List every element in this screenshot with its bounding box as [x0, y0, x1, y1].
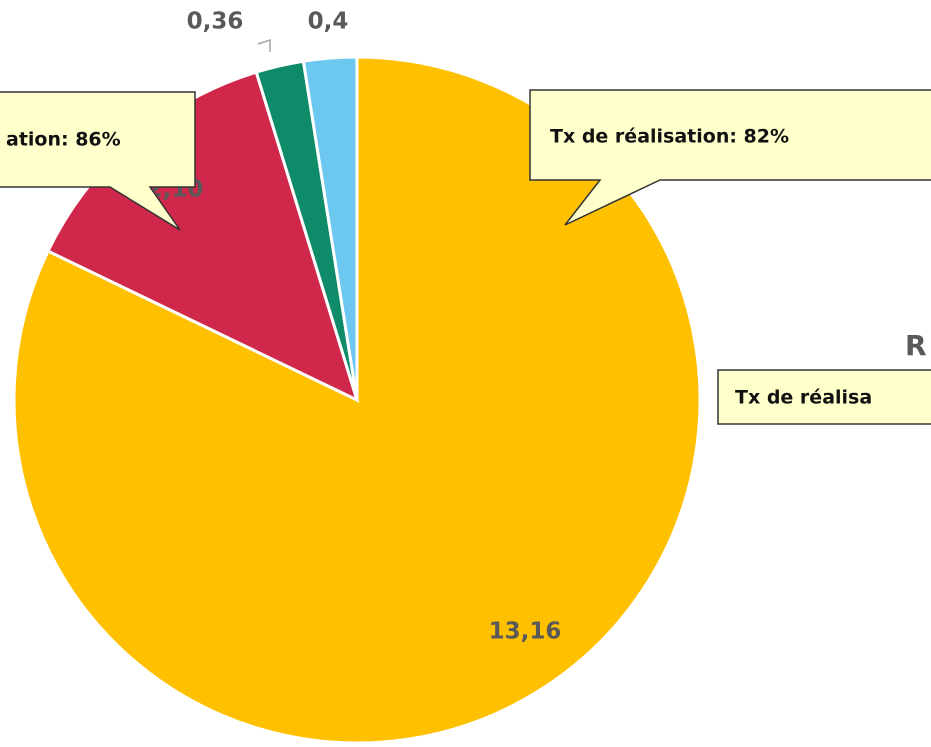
callout — [717, 369, 931, 425]
value-label: 0,4 — [308, 9, 349, 35]
leader-line — [257, 38, 271, 52]
pie — [12, 55, 702, 745]
callout-text: Tx de réalisa — [735, 387, 872, 409]
callout-text: Tx de réalisation: 82% — [550, 126, 789, 148]
value-label: 13,16 — [489, 619, 562, 645]
value-label: 0,36 — [187, 9, 244, 35]
pie-slice — [301, 55, 359, 401]
partial-title: R — [905, 329, 927, 362]
callout — [529, 89, 931, 226]
callout-text: ation: 86% — [6, 129, 121, 151]
callout — [0, 91, 196, 231]
